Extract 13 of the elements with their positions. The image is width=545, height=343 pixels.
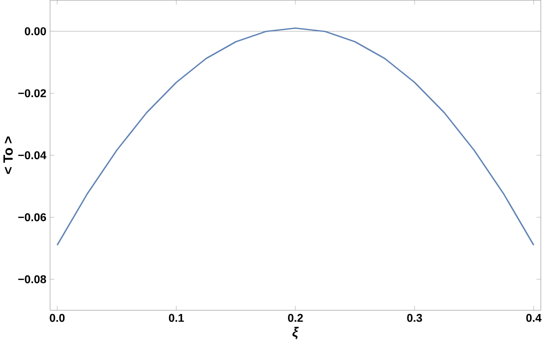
y-tick-label: 0.00	[24, 27, 46, 36]
line-series	[56, 28, 534, 246]
x-tick-label: 0.2	[288, 314, 303, 322]
y-tick-label: −0.06	[18, 213, 46, 222]
x-tick-label: 0.1	[168, 314, 184, 322]
y-tick-label: −0.08	[18, 275, 46, 284]
x-axis-title: ξ	[292, 327, 299, 340]
y-tick-label: −0.04	[18, 151, 46, 160]
x-tick-label: 0.3	[407, 314, 422, 322]
y-tick-label: −0.02	[18, 89, 46, 98]
x-tick-label: 0.4	[526, 314, 542, 322]
x-tick-label: 0.0	[50, 314, 65, 322]
y-axis-title: < To >	[3, 136, 13, 174]
